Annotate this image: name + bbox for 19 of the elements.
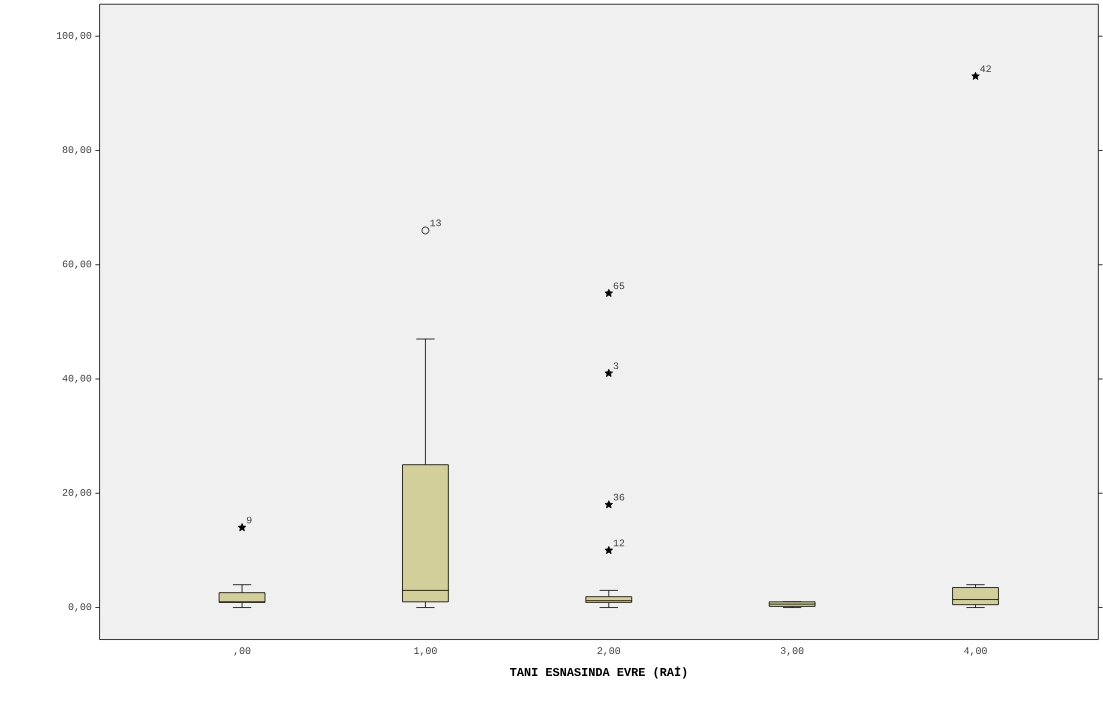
annotation: 65 — [613, 282, 625, 290]
y-tick-label: 80,00 — [62, 146, 92, 155]
x-tick-label: 2,00 — [597, 647, 621, 656]
y-tick-label: 20,00 — [62, 488, 92, 498]
y-tick-label: 0,00 — [68, 603, 92, 612]
annotation: 36 — [613, 493, 625, 501]
annotation: 9 — [246, 516, 252, 524]
x-axis-title: TANI ESNASINDA EVRE (RAİ) — [510, 666, 687, 679]
annotation: 42 — [980, 65, 991, 72]
annotation: 13 — [430, 219, 441, 227]
y-tick-label: 100,00 — [56, 31, 92, 41]
annotation: 3 — [613, 362, 619, 369]
x-tick-label: 4,00 — [964, 647, 987, 656]
annotation: 12 — [613, 539, 625, 547]
x-tick-label: ,00 — [234, 647, 251, 656]
y-tick-label: 60,00 — [62, 260, 92, 269]
x-tick-label: 3,00 — [780, 647, 804, 656]
y-tick-label: 40,00 — [62, 374, 92, 384]
x-tick-label: 1,00 — [414, 647, 437, 656]
